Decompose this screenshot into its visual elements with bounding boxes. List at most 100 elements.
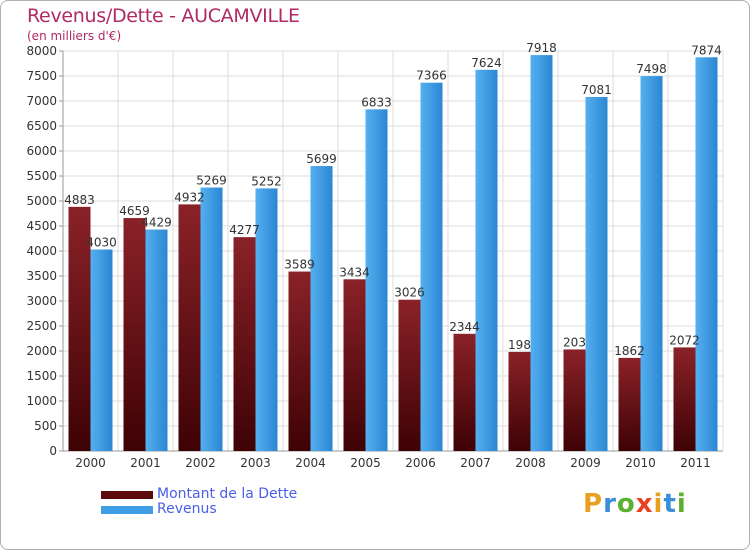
x-tick-label: 2001	[130, 456, 161, 470]
y-tick-label: 6000	[26, 144, 57, 158]
data-label-revenus: 6833	[361, 95, 392, 109]
bar-revenus	[475, 69, 498, 452]
logo-letter: x	[635, 489, 654, 519]
x-tick-label: 2003	[240, 456, 271, 470]
data-label-debt: 3026	[394, 286, 425, 300]
bar-revenus	[145, 229, 168, 451]
data-label-debt: 4659	[119, 204, 150, 218]
data-label-revenus: 7624	[471, 56, 502, 70]
legend-label-debt: Montant de la Dette	[157, 486, 298, 502]
y-tick-label: 1500	[26, 369, 57, 383]
bar-revenus	[640, 76, 663, 451]
bar-debt	[123, 218, 146, 451]
y-tick-label: 3500	[26, 269, 57, 283]
bar-revenus	[200, 187, 223, 452]
data-label-debt: 198	[508, 338, 531, 352]
bar-debt	[343, 279, 366, 451]
data-label-revenus: 7874	[691, 43, 722, 57]
chart-subtitle: (en milliers d'€)	[27, 29, 122, 43]
data-label-revenus: 7366	[416, 69, 447, 83]
bar-revenus	[255, 188, 278, 451]
logo-letter: i	[653, 489, 664, 519]
bar-revenus	[530, 55, 553, 451]
y-tick-label: 500	[34, 419, 57, 433]
bar-debt	[453, 333, 476, 451]
logo-letter: P	[583, 489, 604, 519]
bar-debt	[563, 349, 586, 451]
bars	[68, 55, 718, 452]
bar-debt	[233, 237, 256, 451]
data-label-debt: 2072	[669, 333, 700, 347]
tick-labels: 0 500 1000 1500 2000 2500 3000 3500 4000 4500 5000…	[26, 44, 710, 470]
y-tick-label: 6500	[26, 119, 57, 133]
x-tick-label: 2009	[570, 456, 601, 470]
y-tick-label: 4500	[26, 219, 57, 233]
data-label-debt: 2344	[449, 320, 480, 334]
y-tick-label: 2500	[26, 319, 57, 333]
legend-item-debt: Montant de la Dette	[101, 487, 297, 502]
data-label-debt: 3434	[339, 265, 370, 279]
data-label-revenus: 5699	[306, 152, 337, 166]
y-tick-label: 7000	[26, 94, 57, 108]
data-label-debt: 4932	[174, 190, 205, 204]
proxiti-logo: Proxiti	[583, 489, 687, 519]
legend: Montant de la Dette Revenus	[101, 487, 297, 517]
x-tick-label: 2007	[460, 456, 491, 470]
bar-debt	[288, 271, 311, 451]
axes	[59, 50, 723, 452]
data-label-revenus: 7498	[636, 62, 667, 76]
x-tick-label: 2002	[185, 456, 216, 470]
data-label-revenus: 4429	[141, 216, 172, 230]
data-label-revenus: 7081	[581, 83, 612, 97]
data-label-revenus: 7918	[526, 41, 557, 55]
y-tick-label: 7500	[26, 69, 57, 83]
chart-title: Revenus/Dette - AUCAMVILLE	[27, 5, 300, 27]
data-label-revenus: 5269	[196, 174, 227, 188]
data-label-debt: 4277	[229, 223, 260, 237]
bar-debt	[398, 299, 421, 451]
bar-debt	[508, 351, 531, 451]
logo-letter: o	[616, 489, 636, 519]
logo-letter: r	[603, 489, 617, 519]
x-tick-label: 2011	[680, 456, 711, 470]
grid-lines	[62, 50, 724, 452]
y-tick-label: 4000	[26, 244, 57, 258]
y-tick-label: 1000	[26, 394, 57, 408]
x-tick-label: 2004	[295, 456, 326, 470]
legend-swatch-debt	[101, 490, 153, 499]
bar-revenus	[90, 249, 113, 451]
y-tick-label: 2000	[26, 344, 57, 358]
data-label-debt: 4883	[64, 193, 95, 207]
x-tick-label: 2006	[405, 456, 436, 470]
bar-debt	[178, 204, 201, 451]
logo-letter: t	[663, 489, 677, 519]
data-label-debt: 203	[563, 335, 586, 349]
x-tick-label: 2000	[75, 456, 106, 470]
data-label-debt: 3589	[284, 258, 315, 272]
y-tick-label: 8000	[26, 44, 57, 58]
data-label-debt: 1862	[614, 344, 645, 358]
data-label-revenus: 4030	[86, 236, 117, 250]
bar-debt	[673, 347, 696, 451]
y-tick-label: 0	[49, 444, 57, 458]
bar-revenus	[420, 82, 443, 451]
x-tick-label: 2005	[350, 456, 381, 470]
bar-debt	[618, 357, 641, 451]
bar-revenus	[310, 166, 333, 452]
data-label-revenus: 5252	[251, 174, 282, 188]
legend-item-revenus: Revenus	[101, 502, 297, 517]
bar-debt	[68, 206, 91, 451]
logo-letter: i	[676, 489, 687, 519]
y-tick-label: 3000	[26, 294, 57, 308]
bar-revenus	[695, 57, 718, 452]
legend-swatch-revenus	[101, 505, 153, 514]
x-tick-label: 2010	[625, 456, 656, 470]
bar-revenus	[365, 109, 388, 451]
bar-revenus	[585, 96, 608, 451]
x-tick-label: 2008	[515, 456, 546, 470]
legend-label-revenus: Revenus	[157, 501, 217, 517]
y-tick-label: 5500	[26, 169, 57, 183]
y-tick-label: 5000	[26, 194, 57, 208]
